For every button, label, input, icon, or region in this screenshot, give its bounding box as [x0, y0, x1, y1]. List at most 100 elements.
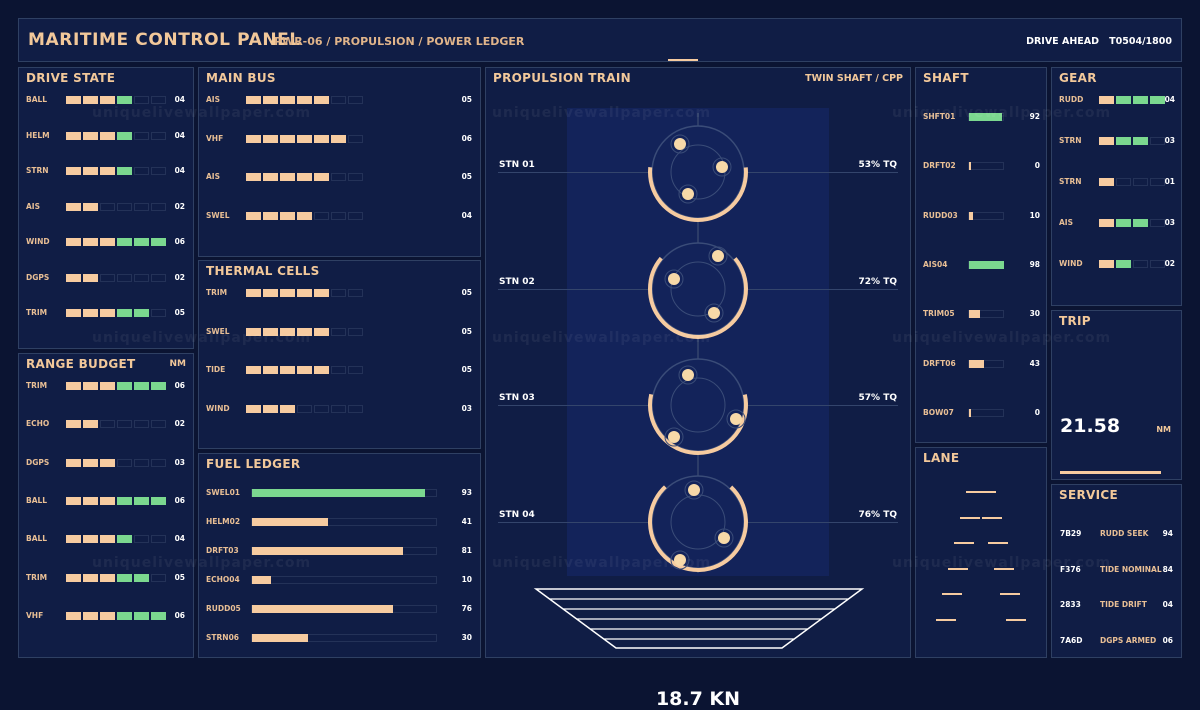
row-label: DRFT03: [206, 546, 239, 555]
rotor-node-ring: [670, 134, 690, 154]
meter-segment: [134, 167, 149, 175]
meter-segment: [331, 404, 346, 413]
panel-unit: NM: [169, 359, 187, 369]
meter-segment: [134, 273, 149, 282]
row-label: VHF: [26, 610, 44, 620]
meter-segment: [331, 134, 346, 143]
row-value: 05: [174, 572, 185, 582]
service-value: 04: [1162, 600, 1173, 610]
meter-segment: [246, 173, 261, 181]
bar-fill: [252, 605, 394, 613]
row-value: 0: [1034, 407, 1040, 417]
fuel-ledger-panel: FUEL LEDGER SWEL01 93 HELM02 41 DRFT03 81 ECHO…: [198, 453, 481, 658]
meter-segment: [151, 309, 166, 317]
meter-segment: [83, 131, 98, 140]
meter-segment: [348, 404, 363, 413]
row-label: AIS: [26, 201, 40, 211]
rotor-node: [674, 138, 686, 150]
row-value: 30: [461, 633, 472, 642]
panel-title: FUEL LEDGER: [206, 457, 301, 471]
row-value: 04: [174, 166, 185, 175]
trip-panel: TRIP 21.58 NM: [1051, 310, 1182, 480]
drive-state-panel: DRIVE STATE BALL 04 HELM 04 STRN 04 AIS 02 WIND 0…: [18, 67, 194, 349]
meter-segment: [83, 202, 98, 211]
row-value: 04: [461, 210, 472, 220]
row-label: ECHO04: [206, 575, 240, 584]
meter-segment: [100, 573, 115, 582]
meter-segment: [1116, 219, 1131, 227]
meter-segment: [134, 382, 149, 390]
meter-segment: [100, 611, 115, 620]
watermark: uniquelivewallpaper.com: [892, 330, 1112, 346]
meter-segment: [263, 173, 278, 181]
row-value: 04: [174, 95, 185, 104]
rotor-node-ring: [704, 303, 724, 323]
row-label: AIS: [1059, 218, 1073, 227]
row-label: BALL: [26, 495, 48, 505]
speed-funnel: [533, 588, 865, 649]
rotor-node-ring: [684, 480, 704, 500]
meter-segment: [314, 134, 329, 143]
meter-segment: [83, 273, 98, 282]
segment-meter: [66, 458, 166, 467]
service-value: 94: [1162, 529, 1173, 538]
meter-segment: [83, 535, 98, 544]
segment-meter: [246, 289, 363, 297]
bar-track: [251, 605, 437, 613]
meter-segment: [263, 96, 278, 104]
rotor-node-ring: [664, 427, 684, 447]
meter-segment: [66, 535, 81, 544]
meter-segment: [151, 535, 166, 544]
rotor-node-ring: [712, 157, 732, 177]
service-name: TIDE NOMINAL: [1100, 564, 1162, 574]
row-label: WIND: [206, 403, 230, 413]
meter-segment: [83, 420, 98, 429]
service-value: 06: [1162, 636, 1173, 646]
rotor-node: [674, 554, 686, 566]
row-value: 30: [1029, 309, 1040, 319]
rotor-ring: [651, 475, 745, 569]
meter-segment: [348, 173, 363, 181]
station-label: STN 04: [499, 510, 535, 520]
bar-track: [251, 518, 437, 526]
station-torque: 53% TQ: [858, 160, 897, 170]
segment-meter: [246, 404, 363, 413]
segment-meter: [66, 611, 166, 620]
bar-track: [968, 113, 1004, 121]
lane-dash: [1006, 618, 1026, 621]
trip-unit: NM: [1156, 425, 1171, 434]
lane-dash: [988, 542, 1008, 544]
segment-meter: [66, 496, 166, 505]
meter-segment: [1116, 260, 1131, 268]
row-value: 92: [1029, 112, 1040, 121]
meter-segment: [66, 573, 81, 582]
row-value: 01: [1164, 177, 1175, 186]
meter-segment: [117, 458, 132, 467]
meter-segment: [263, 404, 278, 413]
row-label: TRIM: [26, 308, 48, 317]
row-value: 02: [174, 272, 185, 282]
segment-meter: [246, 211, 363, 220]
meter-segment: [1099, 219, 1114, 227]
meter-segment: [134, 309, 149, 317]
bar-fill: [969, 359, 985, 368]
row-label: TRIM: [26, 381, 48, 390]
panel-title: TRIP: [1059, 314, 1091, 328]
meter-segment: [83, 96, 98, 104]
trip-progress-bar: [1060, 471, 1161, 474]
lane-dash: [1000, 593, 1020, 595]
row-label: AIS: [206, 95, 220, 104]
meter-segment: [1133, 260, 1148, 268]
meter-segment: [1133, 96, 1148, 104]
row-value: 05: [461, 172, 472, 181]
rotor-node: [708, 307, 720, 319]
watermark: uniquelivewallpaper.com: [492, 555, 712, 571]
row-value: 05: [461, 288, 472, 297]
meter-segment: [280, 404, 295, 413]
meter-segment: [280, 96, 295, 104]
lane-dash: [948, 567, 968, 570]
meter-segment: [348, 366, 363, 374]
meter-segment: [100, 535, 115, 544]
rotor-node-ring: [678, 365, 698, 385]
meter-segment: [66, 167, 81, 175]
